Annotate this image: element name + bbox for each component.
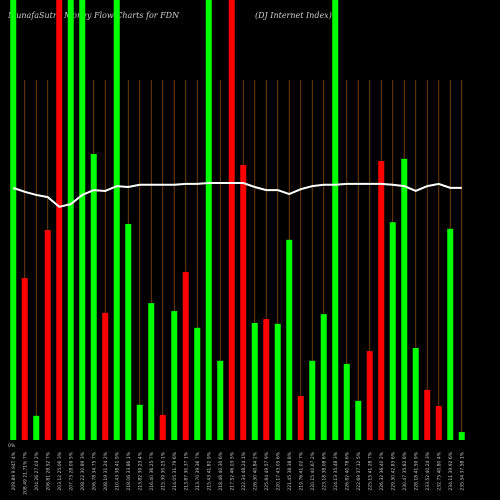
- bar: [21, 278, 28, 440]
- bar: [44, 230, 51, 440]
- bar: [113, 0, 120, 440]
- x-tick-label: 215.43 41.81 9%: [206, 451, 212, 490]
- x-tick-label: 220.15 40.67 2%: [310, 451, 316, 490]
- x-tick-label: 220.17 43.05 6%: [275, 451, 281, 490]
- x-tick-label: 207.73 28.09 5%: [68, 451, 74, 490]
- bar: [79, 0, 86, 440]
- bar: [401, 158, 408, 440]
- x-tick-label: 234.11 39.92 6%: [448, 451, 454, 490]
- bar: [274, 323, 281, 440]
- bar: [309, 360, 316, 440]
- bar: [320, 314, 327, 440]
- x-tick-label: 208.22 30.89 3%: [80, 451, 86, 490]
- x-tick-label: 225.15 41.28 7%: [367, 451, 373, 490]
- bar: [90, 154, 97, 440]
- x-tick-label: 209.89 9.94T 4%: [11, 451, 17, 490]
- bar: [435, 406, 442, 440]
- x-tick-label: 226.82 40.78 6%: [344, 451, 350, 490]
- x-tick-label: 233.52 40.24 3%: [425, 451, 431, 490]
- bar: [182, 271, 189, 440]
- x-tick-label: 223.18 38.08 6%: [321, 451, 327, 490]
- bar: [159, 414, 166, 440]
- bar: [56, 0, 63, 440]
- bar: [171, 311, 178, 440]
- chart-title: MunafaSutra Money Flow Charts for FDN: [7, 11, 180, 20]
- bar: [10, 0, 17, 440]
- x-tick-label: 224.13 35.48 3%: [333, 451, 339, 490]
- x-tick-label: 222.69 37.12 5%: [356, 451, 362, 490]
- x-tick-label: 222.34 48.24 1%: [241, 451, 247, 490]
- bar: [263, 319, 270, 440]
- bar: [458, 432, 465, 440]
- bar: [389, 222, 396, 440]
- x-tick-label: 217.52 46.03 5%: [229, 451, 235, 490]
- x-tick-label: 208.19 31.24 2%: [103, 451, 109, 490]
- x-tick-label: 203.12 25.06 3%: [57, 451, 63, 490]
- bar: [102, 312, 109, 440]
- bar: [228, 0, 235, 440]
- bar: [205, 0, 212, 440]
- bar: [366, 351, 373, 440]
- bar: [240, 165, 247, 440]
- bar: [33, 415, 40, 440]
- x-tick-label: 221.45 38.38 8%: [287, 451, 293, 490]
- bar: [148, 303, 155, 440]
- bar: [286, 239, 293, 440]
- x-tick-label: 229.30 42.83 6%: [390, 451, 396, 490]
- chart-subtitle: (DJ Internet Index): [255, 11, 332, 20]
- x-tick-label: 219.76 41.02 7%: [298, 451, 304, 490]
- bar: [412, 348, 419, 440]
- bar: [136, 404, 143, 440]
- bar: [67, 0, 74, 440]
- x-tick-label: 213.87 30.37 1%: [183, 451, 189, 490]
- bar: [297, 396, 304, 440]
- x-tick-label: 218.06 33.86 1%: [126, 451, 132, 490]
- bar: [251, 322, 258, 440]
- bar: [332, 0, 339, 440]
- x-tick-label: 210.43 38.41 9%: [114, 451, 120, 490]
- bar: [125, 223, 132, 440]
- x-tick-label: 213.82 39.23 4%: [137, 451, 143, 490]
- bar: [447, 228, 454, 440]
- x-tick-label: 216.40 36.25 7%: [149, 451, 155, 490]
- x-tick-label: 206.81 28.52 7%: [45, 451, 51, 490]
- x-tick-label: 226.32 36.40 2%: [379, 451, 385, 490]
- bar: [194, 327, 201, 440]
- origin-label: 0%: [8, 443, 16, 449]
- bar: [217, 360, 224, 440]
- x-tick-label: 214.05 31.79 6%: [172, 451, 178, 490]
- x-tick-label: 226.30 40.84 2%: [252, 451, 258, 490]
- bar: [343, 363, 350, 440]
- x-tick-label: 235.34 37.58 1%: [459, 451, 465, 490]
- bar: [355, 400, 362, 440]
- bar: [378, 161, 385, 441]
- bar: [424, 389, 431, 440]
- x-tick-label: 208.49 21.71% 7%: [22, 451, 28, 495]
- x-tick-label: 230.47 35.82 8%: [402, 451, 408, 490]
- x-tick-label: 213.70 39.36 7%: [195, 451, 201, 490]
- x-tick-label: 206.78 34.75 7%: [91, 451, 97, 490]
- x-tick-label: 204.26 27.03 2%: [34, 451, 40, 490]
- x-tick-label: 228.18 41.59 9%: [413, 451, 419, 490]
- x-tick-label: 232.75 40.80 4%: [436, 451, 442, 490]
- x-tick-label: 225.84 49.57 9%: [264, 451, 270, 490]
- x-tick-label: 215.39 30.25 1%: [160, 451, 166, 490]
- x-tick-label: 218.46 40.30 6%: [218, 451, 224, 490]
- line: [12, 182, 462, 208]
